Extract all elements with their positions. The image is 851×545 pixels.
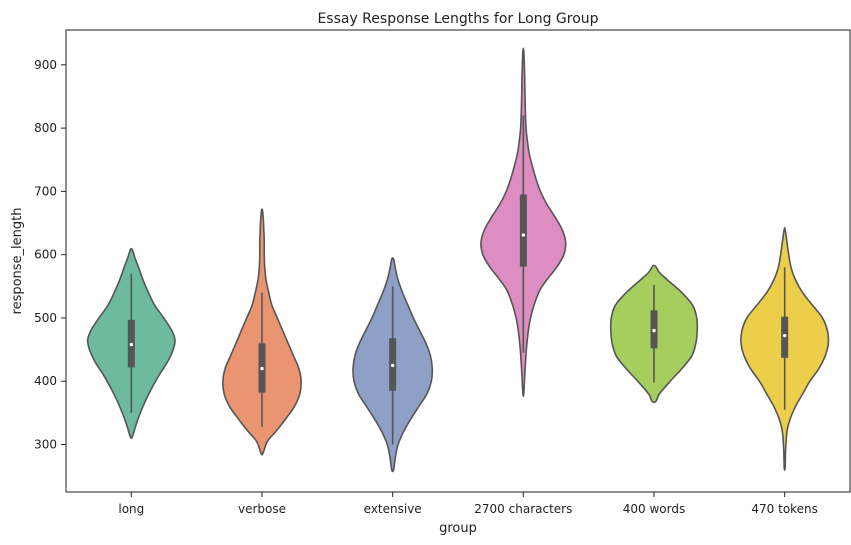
chart-title: Essay Response Lengths for Long Group [317, 11, 598, 27]
x-tick-label-extensive: extensive [364, 502, 422, 516]
y-tick-label: 900 [34, 58, 57, 72]
y-axis-label: response_length [10, 208, 25, 315]
plot-frame [65, 29, 851, 493]
iqr-box-2700-characters [519, 194, 527, 267]
y-tick-label: 400 [34, 374, 57, 388]
y-tick-label: 600 [34, 248, 57, 262]
x-tick-label-verbose: verbose [238, 502, 286, 516]
median-dot-verbose [260, 366, 264, 371]
y-tick-label: 700 [34, 184, 57, 198]
y-axis: 300 400 500 600 700 800 900 [34, 58, 66, 452]
x-tick-label-2700-characters: 2700 characters [474, 502, 572, 516]
median-dot-470-tokens [782, 333, 787, 338]
x-axis-label: group [439, 521, 477, 536]
median-dot-extensive [390, 363, 395, 368]
x-axis: long verbose extensive 2700 characters 400 w… [118, 492, 818, 516]
y-tick-label: 300 [34, 438, 57, 452]
x-tick-label-470-tokens: 470 tokens [751, 502, 818, 516]
y-tick-label: 800 [34, 121, 57, 135]
y-tick-label: 500 [34, 311, 57, 325]
median-dot-2700-characters [521, 233, 526, 237]
x-tick-label-400-words: 400 words [623, 502, 685, 516]
median-dot-long [129, 342, 134, 347]
median-dot-400-words [652, 328, 656, 333]
x-tick-label-long: long [118, 502, 144, 516]
violins-layer [86, 47, 830, 473]
